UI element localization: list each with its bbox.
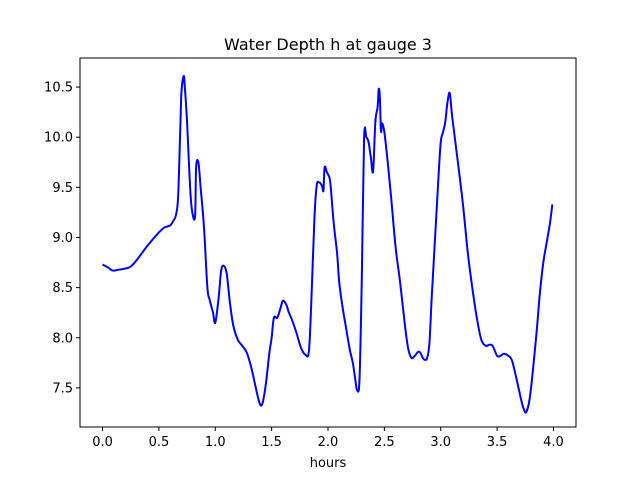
chart-title: Water Depth h at gauge 3 [224, 35, 432, 54]
y-tick-label: 9.0 [52, 231, 73, 246]
x-tick-label: 1.0 [205, 435, 226, 450]
x-tick-label: 0.5 [149, 435, 170, 450]
x-tick-label: 3.0 [430, 435, 451, 450]
y-tick-label: 10.5 [44, 81, 73, 96]
x-tick-label: 0.0 [92, 435, 113, 450]
y-axis: 7.5 8.0 8.5 9.0 9.5 10.0 10.5 [44, 81, 80, 396]
y-tick-label: 10.0 [44, 131, 73, 146]
x-axis-label: hours [310, 456, 347, 471]
plot-frame [79, 57, 577, 428]
x-tick-label: 2.5 [374, 435, 395, 450]
y-tick-label: 8.0 [52, 331, 73, 346]
x-tick-label: 2.0 [318, 435, 339, 450]
x-axis: 0.0 0.5 1.0 1.5 2.0 2.5 3.0 3.5 4.0 [92, 427, 564, 450]
x-tick-label: 3.5 [487, 435, 508, 450]
x-tick-label: 1.5 [261, 435, 282, 450]
x-tick-label: 4.0 [543, 435, 564, 450]
y-tick-label: 7.5 [52, 381, 73, 396]
y-tick-label: 9.5 [52, 181, 73, 196]
series-line [102, 74, 554, 414]
y-tick-label: 8.5 [52, 281, 73, 296]
